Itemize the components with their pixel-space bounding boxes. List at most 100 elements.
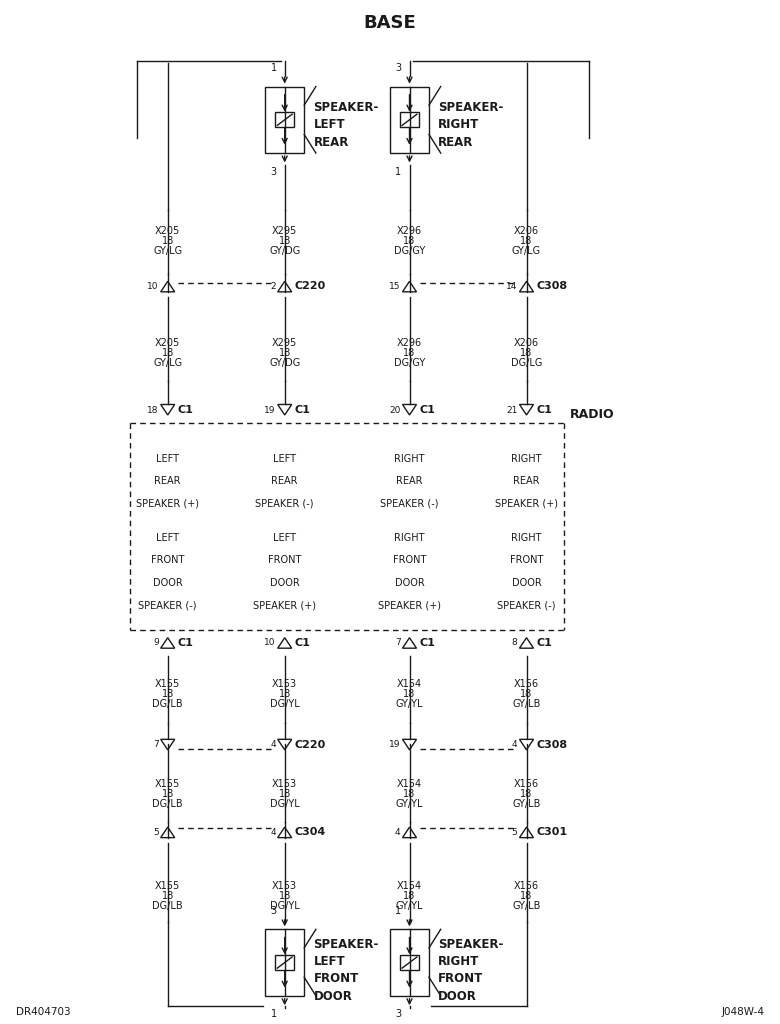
Text: SPEAKER (+): SPEAKER (+): [254, 600, 316, 610]
Text: FRONT: FRONT: [268, 555, 301, 565]
Text: X205: X205: [155, 338, 180, 348]
Text: FRONT: FRONT: [510, 555, 543, 565]
Text: X155: X155: [155, 778, 180, 788]
Text: C1: C1: [295, 406, 310, 415]
Text: X295: X295: [272, 225, 297, 236]
Text: 3: 3: [271, 167, 277, 176]
Text: X153: X153: [272, 778, 297, 788]
Text: X205: X205: [155, 225, 180, 236]
Text: X206: X206: [514, 338, 539, 348]
Text: SPEAKER (-): SPEAKER (-): [255, 499, 314, 509]
Bar: [399, 113, 420, 127]
Text: GY/YL: GY/YL: [395, 799, 424, 809]
Text: 3: 3: [395, 63, 402, 73]
Text: RADIO: RADIO: [569, 409, 614, 421]
Text: X153: X153: [272, 881, 297, 891]
Text: X156: X156: [514, 679, 539, 689]
Text: C301: C301: [537, 827, 568, 837]
Text: DOOR: DOOR: [438, 990, 477, 1002]
Text: 18: 18: [403, 689, 416, 699]
Text: 18: 18: [403, 348, 416, 358]
Text: GY/LB: GY/LB: [512, 901, 541, 911]
Text: LEFT: LEFT: [156, 532, 179, 543]
Text: 18: 18: [403, 891, 416, 901]
Text: X156: X156: [514, 881, 539, 891]
Text: C220: C220: [295, 740, 326, 750]
Text: 5: 5: [153, 827, 158, 837]
Text: 18: 18: [403, 788, 416, 799]
Text: 7: 7: [395, 638, 400, 647]
Text: 10: 10: [147, 282, 158, 291]
Text: GY/LB: GY/LB: [512, 699, 541, 710]
Text: SPEAKER-: SPEAKER-: [438, 938, 504, 950]
Text: DOOR: DOOR: [314, 990, 353, 1002]
Text: X154: X154: [397, 679, 422, 689]
Text: DR404703: DR404703: [16, 1007, 70, 1017]
Text: LEFT: LEFT: [314, 119, 346, 131]
Text: SPEAKER-: SPEAKER-: [438, 101, 504, 114]
Text: C1: C1: [295, 638, 310, 647]
Text: REAR: REAR: [154, 476, 181, 486]
Bar: [390, 930, 429, 995]
Text: 18: 18: [161, 348, 174, 358]
Text: 18: 18: [161, 891, 174, 901]
Text: 4: 4: [270, 827, 275, 837]
Text: REAR: REAR: [396, 476, 423, 486]
Text: FRONT: FRONT: [393, 555, 426, 565]
Text: X154: X154: [397, 881, 422, 891]
Text: J048W-4: J048W-4: [722, 1007, 764, 1017]
Text: X206: X206: [514, 225, 539, 236]
Text: DG/LB: DG/LB: [152, 901, 183, 911]
Text: SPEAKER (+): SPEAKER (+): [136, 499, 199, 509]
Text: GY/LG: GY/LG: [153, 246, 183, 256]
Text: X295: X295: [272, 338, 297, 348]
Text: DOOR: DOOR: [395, 578, 424, 588]
Text: 3: 3: [271, 906, 277, 915]
Text: 18: 18: [161, 236, 174, 246]
Bar: [399, 955, 420, 970]
Text: X154: X154: [397, 778, 422, 788]
Text: FRONT: FRONT: [151, 555, 184, 565]
Text: REAR: REAR: [438, 136, 473, 148]
Text: C1: C1: [537, 406, 552, 415]
Text: 1: 1: [271, 63, 277, 73]
Text: FRONT: FRONT: [438, 973, 484, 985]
Text: 4: 4: [270, 740, 275, 750]
Text: 5: 5: [512, 827, 517, 837]
Text: 7: 7: [153, 740, 158, 750]
Text: DG/YL: DG/YL: [270, 901, 300, 911]
Text: C1: C1: [420, 638, 435, 647]
Text: GY/YL: GY/YL: [395, 901, 424, 911]
Text: X153: X153: [272, 679, 297, 689]
Text: 19: 19: [264, 406, 275, 415]
Text: 18: 18: [278, 891, 291, 901]
Text: REAR: REAR: [271, 476, 298, 486]
Text: RIGHT: RIGHT: [438, 955, 480, 968]
Bar: [265, 87, 304, 154]
Text: X155: X155: [155, 881, 180, 891]
Text: REAR: REAR: [513, 476, 540, 486]
Text: 15: 15: [389, 282, 400, 291]
Text: SPEAKER (-): SPEAKER (-): [381, 499, 438, 509]
Text: DG/YL: DG/YL: [270, 799, 300, 809]
Text: RIGHT: RIGHT: [511, 454, 542, 464]
Text: GY/YL: GY/YL: [395, 699, 424, 710]
Text: X156: X156: [514, 778, 539, 788]
Text: BASE: BASE: [363, 13, 417, 32]
Bar: [390, 87, 429, 154]
Text: 2: 2: [270, 282, 275, 291]
Text: DG/LB: DG/LB: [152, 699, 183, 710]
Text: FRONT: FRONT: [314, 973, 359, 985]
Text: GY/DG: GY/DG: [269, 246, 300, 256]
Text: RIGHT: RIGHT: [511, 532, 542, 543]
Text: GY/LG: GY/LG: [512, 246, 541, 256]
Text: 1: 1: [395, 167, 402, 176]
Text: GY/LG: GY/LG: [153, 358, 183, 369]
Text: DG/YL: DG/YL: [270, 699, 300, 710]
Text: 18: 18: [520, 788, 533, 799]
Text: DOOR: DOOR: [512, 578, 541, 588]
Text: DG/LG: DG/LG: [511, 358, 542, 369]
Text: C304: C304: [295, 827, 326, 837]
Text: LEFT: LEFT: [156, 454, 179, 464]
Text: 8: 8: [512, 638, 517, 647]
